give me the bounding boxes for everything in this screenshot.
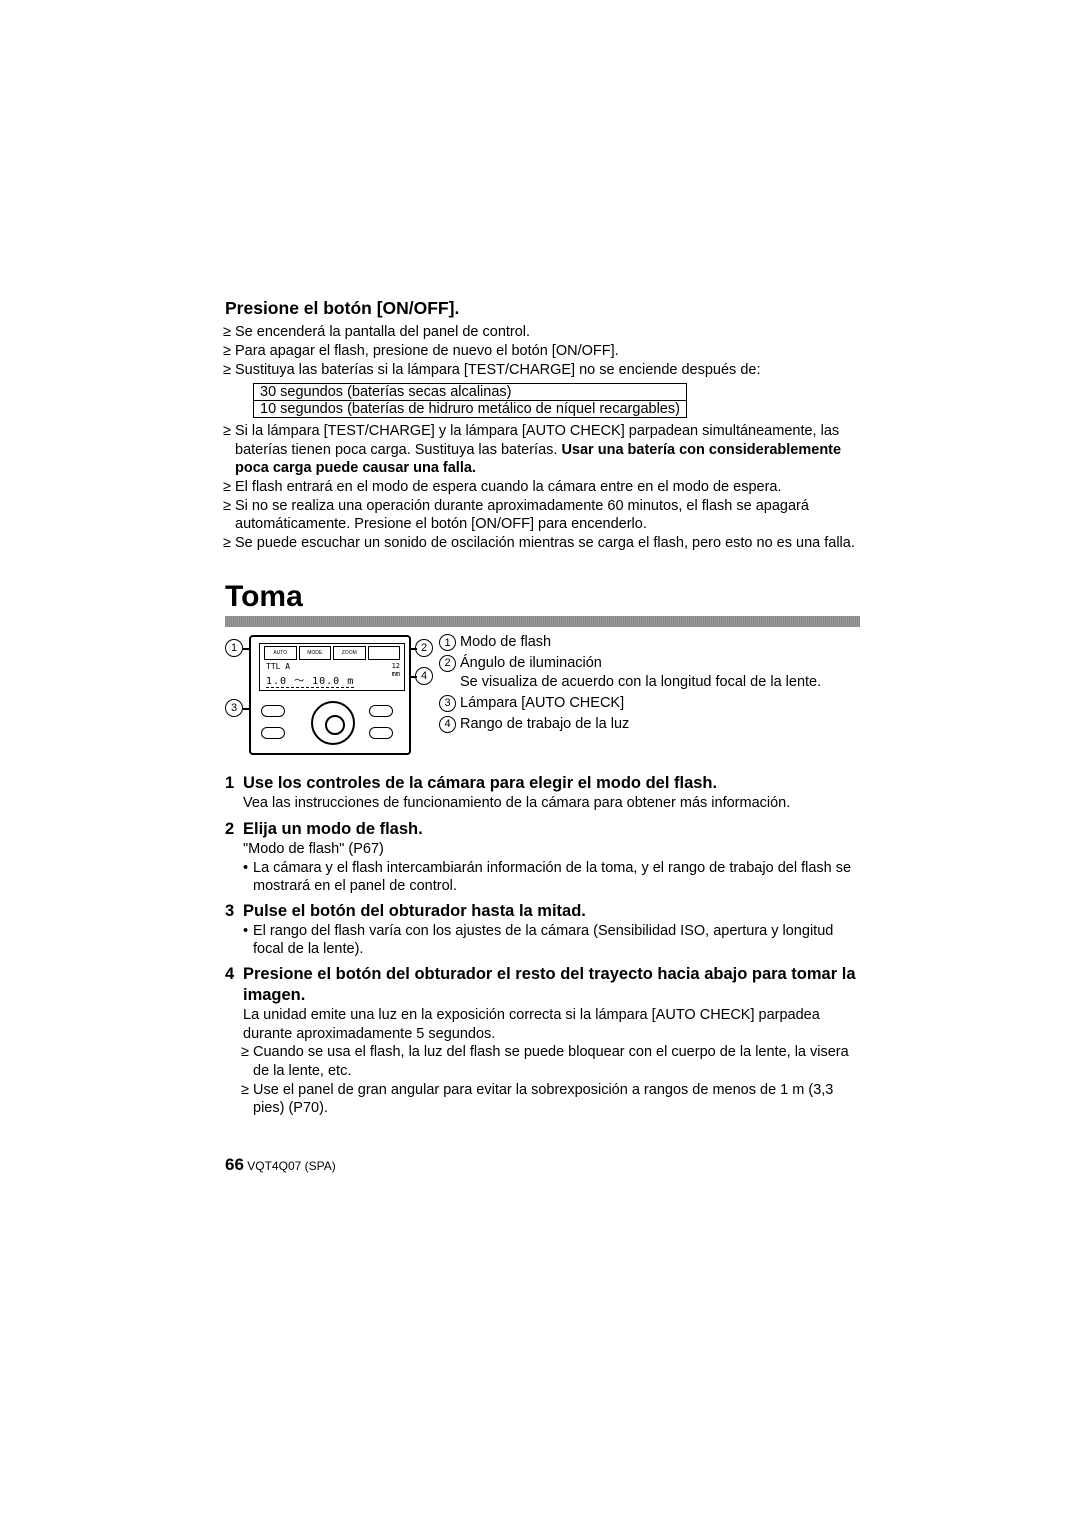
step-text: "Modo de flash" (P67) bbox=[243, 840, 860, 859]
lcd-screen: AUTO MODE ZOOM TTL A 12 mm 1.0 ～ 10.0 m bbox=[259, 643, 405, 691]
side-button bbox=[261, 705, 285, 717]
doc-id: VQT4Q07 (SPA) bbox=[247, 1159, 335, 1173]
lcd-box: AUTO bbox=[264, 646, 297, 660]
step-bullet-item: Cuando se usa el flash, la luz del flash… bbox=[243, 1043, 860, 1079]
table-row: 30 segundos (baterías secas alcalinas) bbox=[254, 384, 687, 401]
legend-row: 3 Lámpara [AUTO CHECK] bbox=[439, 694, 821, 713]
step-title: Elija un modo de flash. bbox=[243, 819, 423, 840]
callout-3: 3 bbox=[225, 699, 243, 717]
bullet-item: Se encenderá la pantalla del panel de co… bbox=[225, 323, 860, 341]
dpad bbox=[311, 701, 355, 745]
side-button bbox=[369, 705, 393, 717]
callout-4: 4 bbox=[415, 667, 433, 685]
bullet-item: Para apagar el flash, presione de nuevo … bbox=[225, 342, 860, 360]
step-number: 4 bbox=[225, 964, 243, 1006]
step-bullet-item: Use el panel de gran angular para evitar… bbox=[243, 1081, 860, 1117]
legend-text: Modo de flash bbox=[460, 633, 551, 652]
device-row: 1 3 2 4 AUTO MODE ZOOM TTL A bbox=[225, 633, 860, 763]
heading-rule bbox=[225, 616, 860, 627]
step-dot-item: La cámara y el flash intercambiarán info… bbox=[243, 859, 860, 895]
bullet-item: Si la lámpara [TEST/CHARGE] y la lámpara… bbox=[225, 422, 860, 476]
bullet-list-b: Si la lámpara [TEST/CHARGE] y la lámpara… bbox=[225, 422, 860, 552]
bullet-item: Si no se realiza una operación durante a… bbox=[225, 497, 860, 533]
step-title: Presione el botón del obturador el resto… bbox=[243, 964, 860, 1006]
legend-row: 2 Ángulo de iluminación Se visualiza de … bbox=[439, 654, 821, 692]
step-title: Pulse el botón del obturador hasta la mi… bbox=[243, 901, 586, 922]
table-row: 10 segundos (baterías de hidruro metálic… bbox=[254, 401, 687, 418]
bullet-item: El flash entrará en el modo de espera cu… bbox=[225, 478, 860, 496]
step-head: 3 Pulse el botón del obturador hasta la … bbox=[225, 901, 860, 922]
legend-text: Rango de trabajo de la luz bbox=[460, 715, 629, 734]
bullet-item: Se puede escuchar un sonido de oscilació… bbox=[225, 534, 860, 552]
step-body: Vea las instrucciones de funcionamiento … bbox=[225, 794, 860, 813]
bullet-item: Sustituya las baterías si la lámpara [TE… bbox=[225, 361, 860, 379]
legend-num-icon: 4 bbox=[439, 716, 456, 733]
device-body: AUTO MODE ZOOM TTL A 12 mm 1.0 ～ 10.0 m bbox=[249, 635, 411, 755]
legend-row: 1 Modo de flash bbox=[439, 633, 821, 652]
step-number: 2 bbox=[225, 819, 243, 840]
battery-timing-table: 30 segundos (baterías secas alcalinas) 1… bbox=[253, 383, 687, 418]
legend-num-icon: 2 bbox=[439, 655, 456, 672]
lcd-range: 1.0 ～ 10.0 m bbox=[266, 672, 354, 688]
device-figure: 1 3 2 4 AUTO MODE ZOOM TTL A bbox=[225, 633, 433, 763]
step-bullets: Cuando se usa el flash, la luz del flash… bbox=[243, 1043, 860, 1117]
step-text: La unidad emite una luz en la exposición… bbox=[243, 1006, 860, 1043]
lcd-top-row: AUTO MODE ZOOM bbox=[264, 646, 400, 660]
step-head: 4 Presione el botón del obturador el res… bbox=[225, 964, 860, 1006]
step-body: La unidad emite una luz en la exposición… bbox=[225, 1006, 860, 1117]
step-number: 3 bbox=[225, 901, 243, 922]
lcd-right: 12 mm bbox=[392, 662, 400, 678]
heading-toma: Toma bbox=[225, 580, 860, 614]
side-button bbox=[369, 727, 393, 739]
step-title: Use los controles de la cámara para eleg… bbox=[243, 773, 717, 794]
side-button bbox=[261, 727, 285, 739]
step-head: 1 Use los controles de la cámara para el… bbox=[225, 773, 860, 794]
steps-list: 1 Use los controles de la cámara para el… bbox=[225, 773, 860, 1117]
lcd-box: MODE bbox=[299, 646, 332, 660]
callout-1: 1 bbox=[225, 639, 243, 657]
section-title: Presione el botón [ON/OFF]. bbox=[225, 298, 860, 319]
lcd-box bbox=[368, 646, 401, 660]
page-number: 66 bbox=[225, 1155, 244, 1174]
step-dot-item: El rango del flash varía con los ajustes… bbox=[243, 922, 860, 958]
legend-text: Ángulo de iluminación Se visualiza de ac… bbox=[460, 654, 821, 692]
step-dots: El rango del flash varía con los ajustes… bbox=[243, 922, 860, 958]
legend-num-icon: 3 bbox=[439, 695, 456, 712]
step-body: "Modo de flash" (P67) La cámara y el fla… bbox=[225, 840, 860, 895]
step-dots: La cámara y el flash intercambiarán info… bbox=[243, 859, 860, 895]
callout-2: 2 bbox=[415, 639, 433, 657]
device-legend: 1 Modo de flash 2 Ángulo de iluminación … bbox=[433, 633, 821, 735]
lcd-mode: TTL A bbox=[266, 662, 290, 671]
step-head: 2 Elija un modo de flash. bbox=[225, 819, 860, 840]
legend-num-icon: 1 bbox=[439, 634, 456, 651]
lcd-box: ZOOM bbox=[333, 646, 366, 660]
legend-text: Lámpara [AUTO CHECK] bbox=[460, 694, 624, 713]
legend-row: 4 Rango de trabajo de la luz bbox=[439, 715, 821, 734]
step-number: 1 bbox=[225, 773, 243, 794]
page-footer: 66 VQT4Q07 (SPA) bbox=[225, 1155, 336, 1175]
step-body: El rango del flash varía con los ajustes… bbox=[225, 922, 860, 958]
bullet-list-a: Se encenderá la pantalla del panel de co… bbox=[225, 323, 860, 379]
